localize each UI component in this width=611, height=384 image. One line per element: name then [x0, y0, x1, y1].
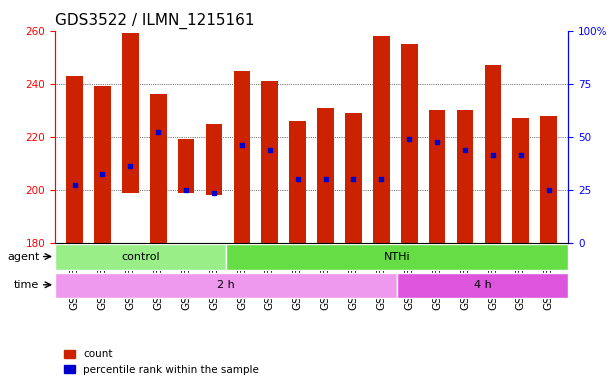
Bar	[456, 110, 474, 243]
Text: time: time	[14, 280, 39, 290]
Text: NTHi: NTHi	[384, 252, 411, 262]
Bar	[540, 116, 557, 243]
Bar	[429, 110, 445, 243]
Text: GDS3522 / ILMN_1215161: GDS3522 / ILMN_1215161	[55, 13, 255, 29]
Bar	[289, 121, 306, 243]
Bar	[150, 94, 167, 243]
FancyBboxPatch shape	[55, 273, 397, 298]
Bar	[262, 81, 278, 243]
Bar	[66, 76, 83, 243]
Bar	[513, 118, 529, 243]
FancyBboxPatch shape	[397, 273, 568, 298]
Bar	[122, 33, 139, 192]
Text: 4 h: 4 h	[474, 280, 492, 290]
Bar	[233, 71, 251, 243]
Bar	[317, 108, 334, 243]
Bar	[485, 65, 501, 243]
Bar	[345, 113, 362, 243]
Text: agent: agent	[7, 252, 39, 262]
Bar	[401, 44, 417, 243]
Bar	[178, 139, 194, 192]
Legend: count, percentile rank within the sample: count, percentile rank within the sample	[60, 345, 263, 379]
Bar	[373, 36, 390, 243]
Bar	[94, 86, 111, 243]
Text: 2 h: 2 h	[217, 280, 235, 290]
FancyBboxPatch shape	[55, 244, 226, 270]
Text: control: control	[121, 252, 160, 262]
FancyBboxPatch shape	[226, 244, 568, 270]
Bar	[206, 124, 222, 195]
